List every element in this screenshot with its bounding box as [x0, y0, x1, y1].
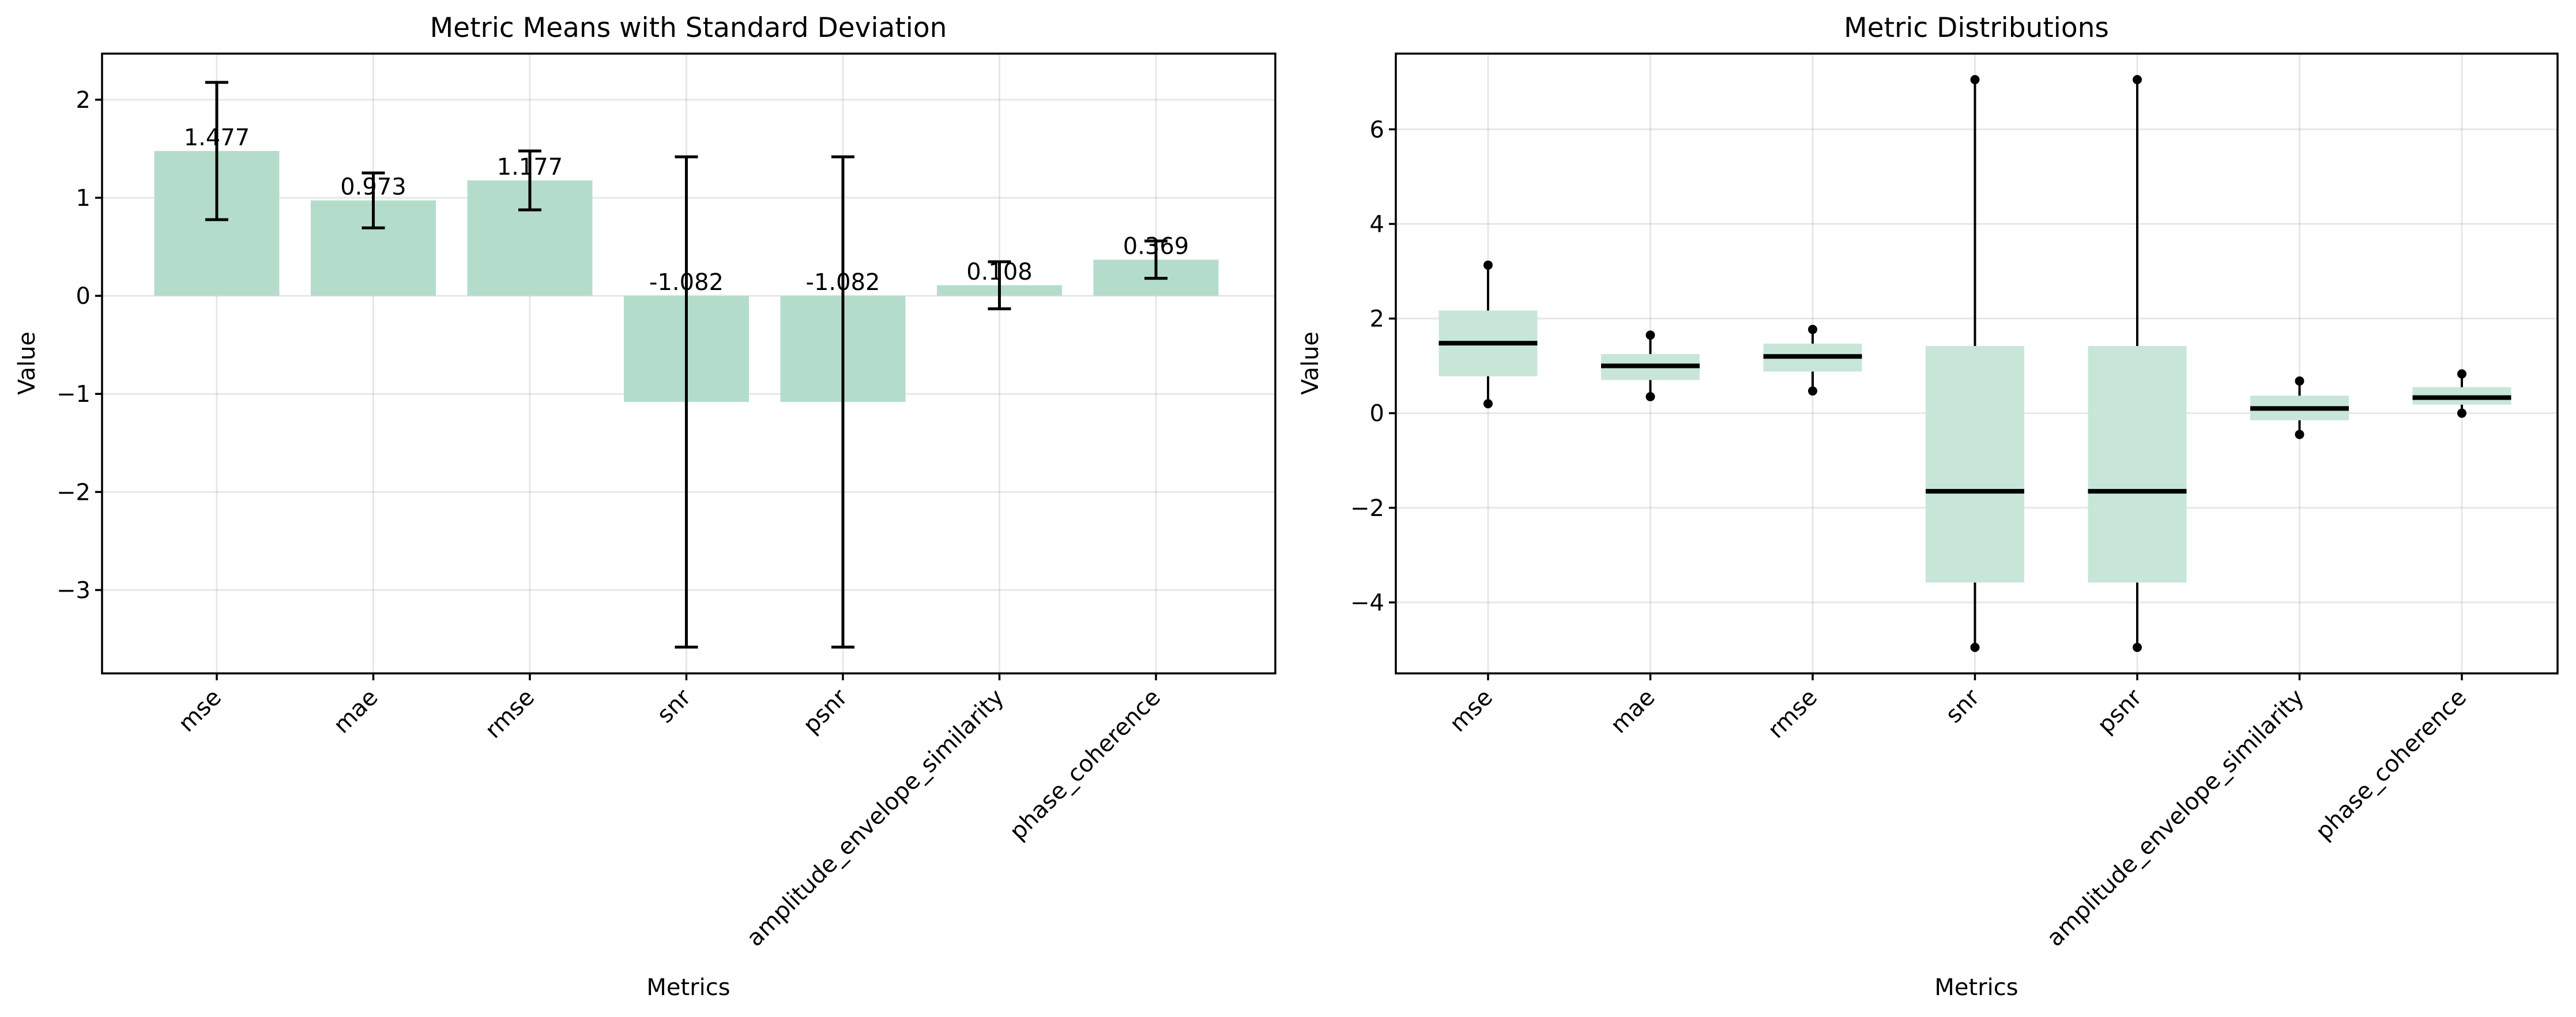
box-plot-frame	[1395, 52, 2559, 675]
bar-value-label: 0.108	[966, 259, 1033, 285]
y-tick-label: −2	[1350, 495, 1384, 522]
bar-chart-y-axis-label: Value	[14, 332, 40, 395]
whisker-max-point	[1483, 260, 1493, 270]
y-tick-label: 0	[1370, 401, 1384, 427]
whisker-max-point	[2133, 75, 2142, 85]
bar-chart-data-labels: 1.477 0.973 1.177 -1.082 -1.082 0.108 0.369	[184, 125, 1189, 296]
bar-chart-error-bars	[205, 81, 1168, 649]
y-tick-label: −4	[1350, 590, 1384, 616]
whisker-min-point	[2133, 642, 2142, 652]
whisker-min-point	[1645, 391, 1655, 401]
bar-value-label: 1.477	[184, 125, 250, 151]
bar-value-label: 0.973	[340, 174, 406, 201]
whisker-max-point	[1808, 325, 1817, 334]
y-tick-label: −3	[57, 577, 91, 604]
whisker-max-point	[1645, 330, 1655, 340]
whisker-min-point	[2457, 408, 2466, 418]
y-tick-label: 4	[1370, 211, 1384, 238]
box-plot-marks	[1438, 75, 2511, 652]
y-tick-label: 2	[1370, 306, 1384, 333]
y-tick-label: 1	[76, 185, 91, 212]
y-tick-label: 2	[76, 87, 91, 114]
bar-chart-title: Metric Means with Standard Deviation	[430, 12, 947, 44]
y-tick-label: 6	[1370, 116, 1384, 143]
whisker-min-point	[1483, 399, 1493, 409]
whisker-max-point	[2295, 376, 2304, 386]
box-plot-title: Metric Distributions	[1844, 12, 2109, 44]
bar-chart-frame	[101, 52, 1276, 675]
bar-value-label: -1.082	[649, 269, 724, 296]
y-tick-label: −2	[57, 479, 91, 506]
bar-chart-x-axis-label: Metrics	[646, 974, 730, 1001]
whisker-min-point	[1808, 386, 1817, 396]
box	[1926, 346, 2024, 583]
y-tick-label: 0	[76, 283, 91, 310]
bar-value-label: 0.369	[1123, 233, 1189, 259]
whisker-min-point	[1970, 642, 1980, 652]
box-plot-y-axis-label: Value	[1297, 332, 1324, 395]
whisker-max-point	[1970, 75, 1980, 85]
whisker-min-point	[2295, 430, 2304, 439]
bar-value-label: -1.082	[806, 269, 880, 296]
box	[2088, 346, 2187, 583]
box-plot-x-axis-label: Metrics	[1934, 974, 2018, 1001]
bar-value-label: 1.177	[497, 154, 563, 180]
whisker-max-point	[2457, 369, 2466, 379]
y-tick-label: −1	[57, 381, 91, 408]
